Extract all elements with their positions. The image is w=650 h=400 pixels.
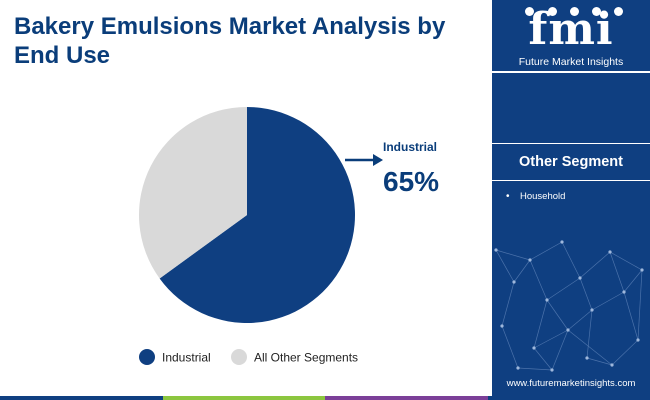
network-line [529,241,563,261]
network-node [550,368,554,372]
legend-label-industrial: Industrial [162,351,211,365]
network-line [513,259,531,283]
pie-slice-industrial [159,107,356,323]
pie-chart: Industrial 65% Industrial All Other Segm… [138,107,439,365]
network-node [636,338,640,342]
network-node [578,276,582,280]
stripe-segment [325,396,488,400]
network-line [501,325,519,369]
network-line [561,241,581,279]
network-line [529,259,548,301]
logo-dot-icon [614,7,623,16]
network-node [532,346,536,350]
other-segment-list: Household [506,191,565,202]
network-line [609,251,625,293]
network-line [501,281,515,327]
network-graphic [494,240,644,372]
legend-swatch-industrial [139,349,155,365]
legend-swatch-other [231,349,247,365]
network-node [494,248,498,252]
stripe-segment [0,396,163,400]
logo-dot-icon [592,7,601,16]
network-line [495,249,531,261]
page-title: Bakery Emulsions Market Analysis by End … [14,13,446,69]
callout-value: 65% [383,166,439,197]
network-line [623,269,643,293]
stripe-segment [162,396,325,400]
network-line [591,291,625,311]
network-node [640,268,644,272]
network-node [512,280,516,284]
chart-panel: Bakery Emulsions Market Analysis by End … [14,13,446,365]
network-line [517,367,553,371]
other-segment-item: Household [506,191,565,202]
network-line [579,251,611,279]
legend-label-other: All Other Segments [254,351,358,365]
callout-arrow-head [373,154,383,166]
callout-label: Industrial [383,140,437,154]
other-segment-heading: Other Segment [492,143,650,181]
network-node [608,250,612,254]
network-line [567,329,613,366]
network-node [610,363,614,367]
pie-slice-all-other-segments [138,107,247,279]
network-line [623,291,639,341]
network-line [533,329,569,349]
logo-text: Future Market Insights [518,56,624,68]
network-line [495,249,515,283]
logo-dot-icon [548,7,557,16]
logo-dot-icon [525,7,534,16]
network-line [611,339,639,366]
network-line [586,309,593,359]
network-line [637,269,643,341]
website-link[interactable]: www.futuremarketinsights.com [506,378,636,389]
fmi-logo: fmi Future Market Insights [492,0,650,73]
network-node [516,366,520,370]
network-node [622,290,626,294]
logo-wordmark: fmi [528,4,614,55]
network-line [586,357,613,366]
network-line [551,329,569,371]
network-line [609,251,643,271]
logo-dot-icon [570,7,579,16]
network-node [585,356,589,360]
network-line [533,347,553,371]
network-line [533,299,548,349]
network-line [546,299,569,331]
network-node [528,258,532,262]
network-line [579,277,593,311]
network-line [567,309,593,331]
bottom-stripe [0,396,650,400]
network-node [560,240,564,244]
network-node [590,308,594,312]
network-node [566,328,570,332]
network-node [545,298,549,302]
network-line [546,277,581,301]
legend: Industrial All Other Segments [139,349,358,365]
sidebar: fmi Future Market Insights Other Segment… [492,0,650,400]
network-node [500,324,504,328]
stripe-segment [487,396,650,400]
